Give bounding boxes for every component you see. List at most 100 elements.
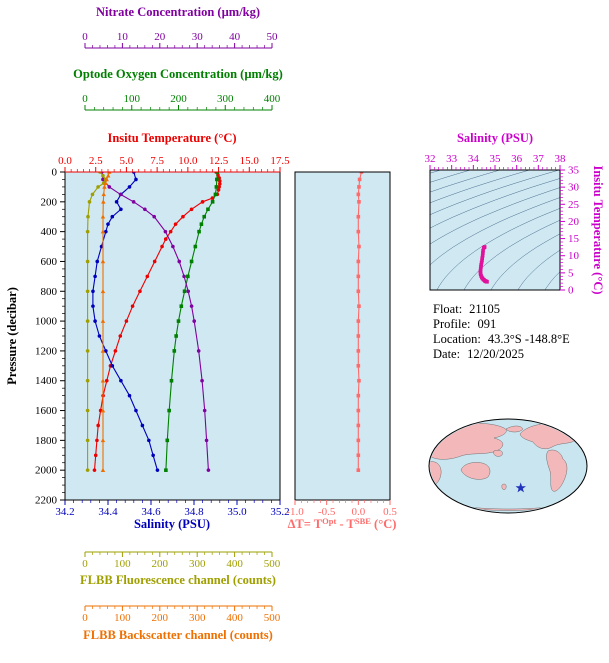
tick-label: 1400 [35,375,58,387]
marker [143,207,147,212]
panel-bg [65,172,280,500]
marker [480,256,485,260]
tick-label: -0.5 [318,506,336,518]
marker [152,214,156,219]
marker [172,349,177,353]
tick-label: 500 [264,612,281,624]
marker [100,467,106,472]
marker [197,229,201,234]
tick-label: 25 [568,199,580,211]
marker [104,349,108,353]
tick-label: 600 [41,256,58,268]
date-info-line: Date: 12/20/2025 [433,347,524,361]
marker [113,349,118,353]
tick-label: 7.5 [150,155,164,167]
marker [155,468,160,472]
marker [95,259,100,264]
marker [173,222,178,226]
tick-label: 100 [114,558,131,570]
marker [103,180,108,185]
world-map [428,418,588,514]
marker [87,200,92,204]
float-info: Float: 21105 Profile: 091 Location: 43.3°S … [433,302,570,361]
curve-oxygen [164,172,220,472]
marker [91,289,95,294]
fluorescence-axis: 0 100 200 300 400 500 [82,551,281,570]
marker [193,244,198,249]
marker [100,259,106,264]
marker [356,289,361,294]
marker [85,259,90,264]
marker [218,182,222,186]
tick-label: 0 [52,167,58,179]
tick-label: 10.0 [178,155,198,167]
isopycnal-contour [430,178,560,229]
marker [356,319,361,323]
tick-label: 35.0 [227,506,247,518]
marker [138,289,142,294]
marker [100,229,106,234]
tick-label: 34.2 [55,506,74,518]
marker [480,253,485,258]
marker [160,244,164,249]
marker [356,259,361,264]
tick-label: 34.6 [141,506,161,518]
tick-label: 500 [264,558,281,570]
delta-t-title-sup: SBE [355,516,371,526]
marker [176,319,181,323]
pressure-axis-title: Pressure (decibar) [5,287,19,385]
tick-label: 50 [267,31,279,43]
curve-backscatter [100,172,112,472]
marker [93,453,98,458]
marker [152,259,157,264]
ts_temperature-axis: 0 5 10 15 20 25 30 35 [560,165,580,297]
marker [357,244,361,249]
salinity-axis-title: Salinity (PSU) [134,517,210,531]
tick-label: 0.0 [58,155,72,167]
marker [102,184,107,189]
tick-label: 400 [41,226,58,238]
marker [357,378,361,383]
marker [107,185,112,189]
tick-label: 34.8 [184,506,204,518]
delta-t-title-sup: Opt [322,516,336,526]
marker [356,364,361,368]
marker [119,207,123,212]
marker [215,177,219,182]
marker [186,289,191,294]
tick-label: 5 [568,267,574,279]
marker [96,185,100,189]
delta-t-axis-title: ΔT= TOpt - TSBE (°C) [288,516,397,531]
marker [206,468,211,472]
tick-label: 34.4 [98,506,118,518]
marker [124,319,129,323]
marker [101,177,105,182]
tick-label: 37 [533,153,545,165]
marker [356,468,361,472]
profile-label: Profile: [433,317,471,331]
tick-label: 15.0 [240,155,260,167]
isopycnal-contour [436,208,560,290]
marker [479,263,483,267]
marker [145,274,150,279]
marker [100,408,106,413]
marker [357,177,362,182]
marker [130,304,135,308]
marker [481,248,485,253]
marker [104,177,109,182]
marker [204,438,209,443]
location-label: Location: [433,332,481,346]
marker [118,334,123,338]
marker [101,199,106,204]
tick-label: 400 [226,612,243,624]
tick-label: 17.5 [270,155,290,167]
marker [217,185,221,189]
salinity-axis: 34.2 34.4 34.6 34.8 35.0 35.2 [55,500,290,518]
temperature-axis: 0.0 2.5 5.0 7.5 10.0 12.5 15.0 17.5 [58,155,290,173]
marker [101,173,105,178]
curve-delta-t [356,172,364,472]
landmass [546,449,568,492]
tick-label: 200 [152,612,169,624]
